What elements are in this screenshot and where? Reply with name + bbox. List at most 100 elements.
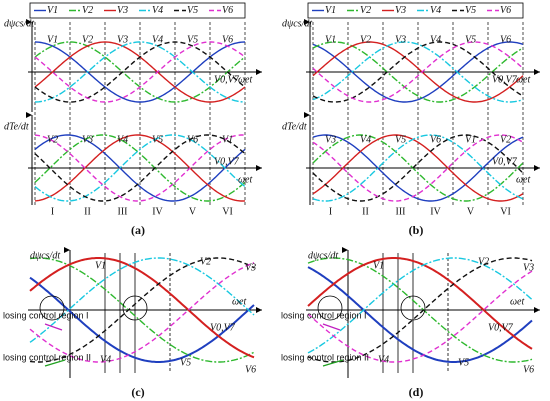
waveform — [312, 134, 524, 202]
waveform — [312, 134, 524, 202]
arrow-head — [26, 112, 32, 118]
caption: (d) — [409, 385, 424, 399]
sector-label: VI — [500, 206, 511, 217]
waveform — [29, 257, 255, 363]
vector-label: V3 — [117, 34, 128, 45]
vector-label: V1 — [95, 260, 106, 271]
legend-box — [307, 2, 524, 19]
vector-label: V1 — [373, 260, 384, 271]
zero-vector-label: V0,V7 — [488, 322, 514, 333]
waveform — [307, 257, 533, 363]
waveform — [34, 134, 246, 202]
vector-label: V2 — [500, 134, 511, 145]
pointer-arrow — [44, 359, 66, 367]
waveform — [29, 276, 255, 363]
legend-label: V5 — [187, 5, 198, 16]
waveform — [29, 262, 255, 363]
vector-label: V6 — [430, 134, 441, 145]
vector-label: V2 — [200, 256, 211, 267]
waveform — [34, 41, 246, 103]
waveform — [29, 257, 255, 343]
sector-label: III — [396, 206, 406, 217]
legend-label: V4 — [152, 5, 163, 16]
caption: (a) — [131, 223, 145, 237]
vector-label: V4 — [378, 354, 389, 365]
legend-label: V2 — [360, 5, 371, 16]
pointer-arrow — [322, 323, 341, 331]
vector-label: V1 — [222, 134, 233, 145]
highlight-circle — [39, 295, 65, 321]
arrow-head — [534, 69, 540, 75]
zero-vector-label: V0,V7 — [492, 156, 518, 167]
vector-label: V6 — [222, 34, 233, 45]
x-axis-label: ωet — [510, 296, 524, 307]
zero-vector-label: V0,V7 — [214, 156, 240, 167]
vector-label: V4 — [430, 34, 441, 45]
arrow-head — [256, 165, 262, 171]
waveform — [34, 134, 246, 202]
vector-label: V6 — [500, 34, 511, 45]
waveform — [307, 266, 533, 363]
waveform — [307, 257, 533, 354]
vector-label: V4 — [152, 34, 163, 45]
waveform — [34, 41, 246, 103]
waveform — [312, 41, 524, 103]
waveform — [312, 134, 524, 202]
zero-vector-label: V0,V7 — [214, 74, 240, 85]
x-axis-label: ωet — [232, 296, 246, 307]
waveform — [312, 41, 524, 103]
arrow-head — [26, 19, 32, 25]
sector-label: IV — [430, 206, 441, 217]
legend-label: V6 — [500, 5, 511, 16]
legend-label: V4 — [430, 5, 441, 16]
region-label: losing control region II — [3, 352, 91, 362]
vector-label: V5 — [395, 134, 406, 145]
vector-label: V4 — [360, 134, 371, 145]
pointer-arrow — [44, 323, 63, 331]
vector-label: V3 — [395, 34, 406, 45]
legend-label: V1 — [47, 5, 58, 16]
zero-vector-label: V0,V7 — [492, 74, 518, 85]
vector-label: V2 — [47, 134, 58, 145]
legend-box — [29, 2, 246, 19]
legend-label: V6 — [222, 5, 233, 16]
arrow-head — [256, 69, 262, 75]
arrow-head — [342, 247, 348, 253]
highlight-circle — [400, 295, 426, 321]
vector-label: V3 — [325, 134, 336, 145]
waveform — [312, 41, 524, 103]
sector-label: V — [189, 206, 197, 217]
vector-label: V6 — [245, 364, 256, 375]
arrow-head — [304, 19, 310, 25]
legend-label: V2 — [82, 5, 93, 16]
region-label: losing control region I — [3, 310, 89, 320]
sector-label: I — [51, 206, 54, 217]
vector-label: V1 — [465, 134, 476, 145]
vector-label: V6 — [187, 134, 198, 145]
arrow-head — [304, 112, 310, 118]
vector-label: V3 — [523, 262, 534, 273]
caption: (b) — [409, 223, 424, 237]
arrow-head — [534, 307, 540, 313]
vector-label: V2 — [360, 34, 371, 45]
y-axis-label: dTe/dt — [4, 121, 29, 132]
vector-label: V2 — [82, 34, 93, 45]
sector-label: VI — [222, 206, 233, 217]
waveform — [307, 257, 533, 350]
y-axis-label: dψcs/dt — [4, 18, 34, 29]
caption: (c) — [131, 385, 144, 399]
waveform — [312, 134, 524, 202]
waveform — [34, 134, 246, 202]
vector-label: V4 — [117, 134, 128, 145]
vector-label: V3 — [82, 134, 93, 145]
waveform — [307, 270, 533, 363]
vector-label: V2 — [478, 256, 489, 267]
waveform — [312, 41, 524, 103]
arrow-head — [256, 307, 262, 313]
vector-label: V4 — [100, 354, 111, 365]
waveform — [29, 257, 255, 363]
legend-label: V1 — [325, 5, 336, 16]
vector-label: V1 — [325, 34, 336, 45]
waveform — [34, 134, 246, 202]
sector-label: V — [467, 206, 475, 217]
